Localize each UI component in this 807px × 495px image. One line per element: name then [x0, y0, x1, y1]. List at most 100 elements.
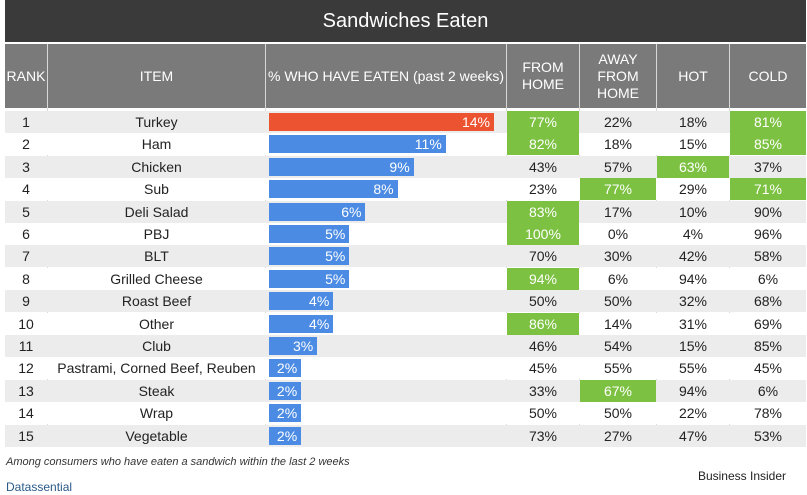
hot-cell: 15% [678, 338, 708, 354]
hot-cell: 55% [678, 360, 708, 377]
away-cell: 77% [580, 178, 656, 201]
rank-cell: 1 [22, 114, 30, 130]
cold-cell: 58% [753, 248, 783, 265]
table-row [5, 290, 806, 313]
table-row [5, 267, 806, 290]
hot-cell: 94% [678, 270, 708, 287]
item-cell: Ham [141, 136, 172, 153]
table-row [5, 223, 806, 245]
percent-bar: 14% [269, 113, 494, 131]
item-cell: Roast Beef [121, 293, 192, 310]
cold-cell: 90% [753, 203, 783, 220]
item-cell: Steak [138, 382, 175, 399]
cold-cell: 53% [753, 427, 783, 444]
percent-bar: 5% [269, 225, 350, 243]
rank-cell: 7 [22, 248, 30, 265]
cold-cell: 37% [753, 158, 783, 175]
away-cell: 17% [603, 203, 633, 220]
hot-cell: 63% [657, 155, 729, 178]
item-cell: Grilled Cheese [110, 270, 203, 287]
rank-cell: 6 [22, 226, 30, 242]
away-cell: 14% [603, 315, 633, 332]
cold-cell: 6% [757, 270, 779, 287]
away-cell: 50% [603, 405, 633, 422]
table-row [5, 335, 806, 357]
away-cell: 30% [603, 248, 633, 265]
table-row [5, 424, 806, 447]
from-home-cell: 50% [528, 293, 558, 310]
rank-cell: 14 [18, 405, 34, 422]
away-cell: 67% [580, 379, 656, 402]
away-cell: 54% [603, 338, 633, 354]
cold-cell: 96% [753, 226, 783, 242]
item-cell: Turkey [135, 114, 178, 130]
hot-cell: 94% [678, 382, 708, 399]
header-away-from-home: AWAY FROM HOME [580, 44, 656, 108]
from-home-cell: 73% [528, 427, 558, 444]
rank-cell: 2 [22, 136, 30, 153]
header-from-home: FROM HOME [507, 44, 579, 108]
hot-cell: 29% [678, 181, 708, 198]
rank-cell: 9 [22, 293, 30, 310]
from-home-cell: 43% [528, 158, 558, 175]
item-cell: Sub [144, 181, 169, 198]
percent-bar: 2% [269, 359, 302, 378]
from-home-cell: 82% [507, 133, 579, 156]
header-percent-eaten: % WHO HAVE EATEN (past 2 weeks) [266, 44, 506, 108]
header-rank: RANK [5, 44, 47, 108]
percent-bar: 2% [269, 381, 302, 400]
percent-bar: 8% [269, 180, 398, 199]
from-home-cell: 94% [507, 267, 579, 290]
source-link[interactable]: Datassential [6, 480, 73, 494]
item-cell: Other [138, 315, 174, 332]
item-cell: Wrap [139, 405, 174, 422]
hot-cell: 4% [682, 226, 704, 242]
cold-cell: 81% [730, 111, 806, 133]
hot-cell: 31% [678, 315, 708, 332]
from-home-cell: 70% [528, 248, 558, 265]
rank-cell: 15 [18, 427, 34, 444]
item-cell: Vegetable [125, 427, 188, 444]
hot-cell: 10% [678, 203, 708, 220]
percent-bar: 5% [269, 269, 350, 288]
footnote: Among consumers who have eaten a sandwic… [6, 456, 350, 468]
credit-label: Business Insider [697, 469, 786, 483]
percent-bar: 2% [269, 404, 302, 423]
percent-bar: 5% [269, 247, 350, 266]
rank-cell: 12 [18, 360, 34, 377]
cold-cell: 45% [753, 360, 783, 377]
hot-cell: 15% [678, 136, 708, 153]
item-cell: PBJ [143, 226, 170, 242]
cold-cell: 68% [753, 293, 783, 310]
cold-cell: 6% [757, 382, 779, 399]
rank-cell: 11 [18, 338, 34, 354]
header-cold: COLD [730, 44, 806, 108]
percent-bar: 11% [269, 135, 446, 154]
from-home-cell: 50% [528, 405, 558, 422]
hot-cell: 32% [678, 293, 708, 310]
hot-cell: 18% [678, 114, 708, 130]
hot-cell: 42% [678, 248, 708, 265]
chart-title: Sandwiches Eaten [5, 0, 806, 42]
from-home-cell: 86% [507, 312, 579, 335]
percent-bar: 4% [269, 314, 334, 333]
rank-cell: 13 [18, 382, 34, 399]
item-cell: Pastrami, Corned Beef, Reuben [57, 360, 256, 377]
table-row [5, 200, 806, 223]
cold-cell: 85% [753, 338, 783, 354]
header-hot: HOT [657, 44, 729, 108]
cold-cell: 85% [730, 133, 806, 156]
item-cell: Chicken [131, 158, 182, 175]
from-home-cell: 100% [507, 223, 579, 245]
from-home-cell: 23% [528, 181, 558, 198]
table-row [5, 245, 806, 268]
percent-bar: 6% [269, 202, 366, 221]
item-cell: Club [142, 338, 171, 354]
rank-cell: 10 [18, 315, 34, 332]
percent-bar: 3% [269, 337, 318, 355]
from-home-cell: 83% [507, 200, 579, 223]
away-cell: 50% [603, 293, 633, 310]
cold-cell: 71% [730, 178, 806, 201]
percent-bar: 4% [269, 292, 334, 311]
